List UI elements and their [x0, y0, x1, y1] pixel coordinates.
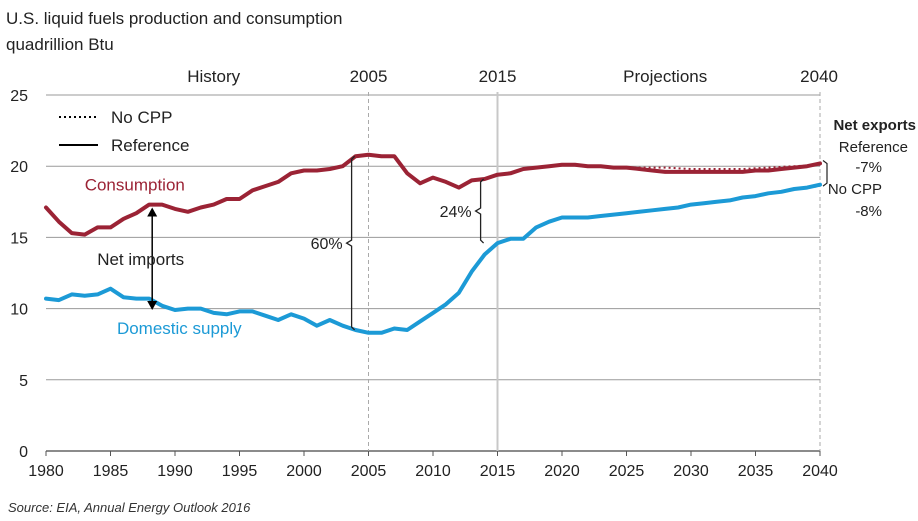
bracket [345, 155, 356, 331]
legend: No CPP Reference [59, 108, 189, 155]
net-exports-line: No CPP [828, 181, 882, 198]
legend-label: Reference [111, 136, 189, 155]
x-tick-label: 2035 [738, 463, 774, 480]
net-exports-heading: Net exports [833, 117, 916, 134]
reference-lines [368, 92, 821, 451]
x-tick-label: 2005 [351, 463, 387, 480]
legend-label: No CPP [111, 108, 172, 127]
series-labels: Consumption Domestic supply [85, 175, 242, 338]
x-tick-label: 2020 [544, 463, 580, 480]
bracket [474, 178, 485, 244]
y-tick-label: 5 [19, 373, 28, 390]
arrow-head-up [147, 207, 158, 217]
x-tick-label: 1980 [28, 463, 64, 480]
series-label: Domestic supply [117, 319, 242, 338]
x-tick-label: 2030 [673, 463, 709, 480]
x-tick-label: 2010 [415, 463, 451, 480]
x-tick-label: 2040 [802, 463, 838, 480]
period-labels: History 2005 2015 Projections 2040 [187, 67, 838, 86]
net-exports-line: -7% [855, 159, 882, 176]
x-tick-label: 1985 [93, 463, 129, 480]
x-tick-label: 2000 [286, 463, 322, 480]
period-label: Projections [623, 67, 707, 86]
period-label: 2005 [350, 67, 388, 86]
x-tick-label: 2015 [480, 463, 516, 480]
series-line-3 [690, 185, 821, 206]
source-note: Source: EIA, Annual Energy Outlook 2016 [8, 500, 251, 515]
y-tick-label: 20 [10, 159, 28, 176]
chart-subtitle: quadrillion Btu [6, 35, 114, 54]
net-exports-line: -8% [855, 203, 882, 220]
net-exports-line: Reference [839, 139, 908, 156]
x-axis: 1980 1985 1990 1995 2000 2005 2010 2015 2020 2025… [28, 450, 838, 480]
arrow-head-down [147, 301, 158, 311]
x-tick-label: 2025 [609, 463, 645, 480]
y-axis-ticks: 0 5 10 15 20 25 [10, 88, 28, 461]
net-exports-notes: Net exports Reference -7% No CPP -8% [822, 117, 916, 220]
bracket-label: 60% [311, 236, 343, 253]
chart-title: U.S. liquid fuels production and consump… [6, 9, 342, 28]
y-tick-label: 10 [10, 302, 28, 319]
period-label: 2040 [800, 67, 838, 86]
y-tick-label: 25 [10, 88, 28, 105]
period-label: History [187, 67, 240, 86]
period-label: 2015 [479, 67, 517, 86]
series-lines [44, 152, 822, 335]
y-tick-label: 15 [10, 230, 28, 247]
y-tick-label: 0 [19, 444, 28, 461]
series-line-0 [44, 152, 822, 237]
annotations: Net imports 60% 24% [97, 155, 485, 331]
x-tick-label: 1990 [157, 463, 193, 480]
bracket-label: 24% [440, 204, 472, 221]
x-tick-label: 1995 [222, 463, 258, 480]
series-label: Consumption [85, 175, 185, 194]
net-exports-bracket [822, 160, 828, 187]
net-imports-label: Net imports [97, 250, 184, 269]
